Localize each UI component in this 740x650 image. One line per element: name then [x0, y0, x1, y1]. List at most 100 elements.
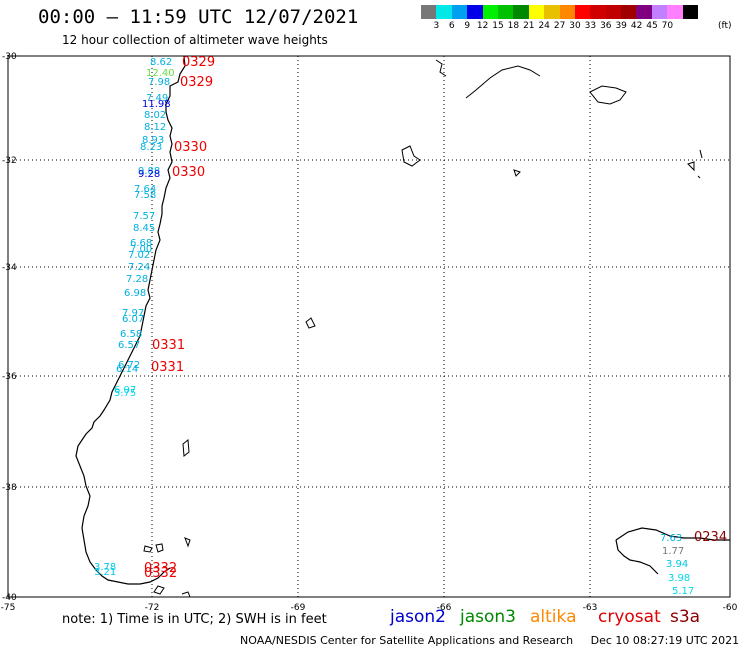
color-scale-tick: 21 [523, 21, 535, 31]
pass-time-label: 0330 [172, 165, 205, 180]
wave-height-label: 3.98 [668, 573, 690, 584]
color-scale-tick: 15 [492, 21, 504, 31]
color-scale-swatch [451, 5, 468, 19]
island [182, 439, 190, 457]
island [184, 537, 191, 548]
wave-height-label: 8.45 [133, 223, 155, 234]
satellite-legend-cryosat: cryosat [598, 607, 661, 627]
color-scale-tick: 33 [584, 21, 597, 31]
pass-time-label: 0332 [144, 561, 177, 576]
color-scale-swatch [682, 5, 699, 19]
color-scale-swatch [436, 5, 452, 19]
wave-height-label: 7.58 [134, 190, 156, 201]
longitude-label: -69 [291, 603, 306, 613]
color-scale-swatch [544, 5, 560, 19]
color-scale-tick: 3 [433, 21, 440, 31]
latitude-label: -36 [2, 372, 17, 382]
latitude-label: -32 [2, 156, 17, 166]
pass-time-label: 0332 [144, 566, 177, 581]
wave-height-label: 6.72 [118, 360, 140, 371]
longitude-label: -72 [145, 603, 160, 613]
wave-height-label: 6.68 [130, 238, 152, 249]
color-scale-tick: 36 [600, 21, 612, 31]
wave-height-label: 6.07 [114, 385, 136, 396]
color-scale-swatch [513, 5, 529, 19]
wave-height-label: 6.98 [124, 288, 146, 299]
longitude-label: -60 [723, 603, 738, 613]
color-scale-tick: 30 [569, 21, 581, 31]
wave-height-label: 7.63 [660, 533, 682, 544]
wave-height-label: 7.49 [146, 93, 168, 104]
lake [697, 175, 701, 179]
pass-time-label: 0234 [694, 530, 727, 545]
wave-height-label: 3.78 [94, 562, 116, 573]
pass-time-label: 0331 [152, 338, 185, 353]
wave-height-label: 6.57 [118, 340, 140, 351]
pass-time-label: 0329 [180, 75, 213, 90]
color-scale-ticks: 3 6 9 12 15 18 21 24 27 30 33 36 39 42 45 70 [421, 21, 740, 33]
wave-height-label: 6.14 [116, 364, 138, 375]
chile-coastline [75, 55, 186, 585]
island [153, 585, 165, 595]
wave-height-label: 7.98 [148, 77, 170, 88]
wave-height-label: 7.64 [134, 184, 156, 195]
color-scale-swatch [636, 5, 652, 19]
lake [513, 169, 521, 177]
wave-height-label: 6.07 [122, 314, 144, 325]
color-scale-swatch [497, 5, 514, 19]
wave-height-label: 1.77 [662, 546, 684, 557]
wave-height-label: 7.97 [122, 308, 144, 319]
latitude-label: -34 [2, 263, 17, 273]
color-scale-swatch [574, 5, 591, 19]
map-frame [7, 55, 731, 598]
wave-height-label: 5.17 [672, 586, 694, 597]
island [143, 545, 153, 553]
wave-height-label: 12.40 [146, 68, 175, 79]
wave-height-label: 8.23 [140, 142, 162, 153]
color-scale-tick: 45 [646, 21, 658, 31]
inland-line [435, 59, 447, 77]
color-scale-tick: 24 [538, 21, 550, 31]
longitude-label: -75 [1, 603, 16, 613]
wave-height-label: 7.28 [126, 274, 148, 285]
color-scale-swatch [559, 5, 575, 19]
color-scale-swatch [421, 5, 437, 19]
color-scale-tick: 9 [464, 21, 471, 31]
color-scale-swatch [482, 5, 498, 19]
footnote: note: 1) Time is in UTC; 2) SWH is in fe… [62, 612, 327, 627]
wave-height-label: 8.12 [144, 122, 166, 133]
wave-height-label: 7.00 [130, 244, 152, 255]
color-scale-unit: (ft) [718, 21, 732, 31]
lake [305, 317, 316, 329]
color-scale-tick: 12 [476, 21, 489, 31]
island [181, 591, 191, 598]
latitude-label: -38 [2, 483, 17, 493]
longitude-label: -63 [583, 603, 598, 613]
color-scale-swatch [528, 5, 545, 19]
satellite-legend-altika: altika [530, 607, 577, 627]
pass-time-label: 0331 [151, 360, 184, 375]
wave-height-label: 5.75 [114, 388, 136, 399]
wave-height-label: 8.93 [142, 135, 164, 146]
island [155, 543, 164, 553]
color-scale-swatch [667, 5, 683, 19]
wave-height-label: 3.21 [94, 567, 116, 578]
color-scale-tick: 70 [661, 21, 674, 31]
argentina-coastline [615, 527, 730, 541]
argentina-coastline-south [615, 539, 659, 575]
wave-height-label: 11.98 [142, 99, 171, 110]
satellite-legend-jason2: jason2 [390, 607, 446, 627]
page-title: 00:00 – 11:59 UTC 12/07/2021 [38, 6, 359, 28]
wave-height-label: 8.62 [150, 57, 172, 68]
color-scale-tick: 39 [615, 21, 627, 31]
wave-height-label: 7.24 [128, 262, 150, 273]
lake-mar-chiquita [589, 85, 627, 105]
color-scale-tick: 18 [507, 21, 520, 31]
wave-height-label: 9.28 [138, 169, 160, 180]
color-scale-tick: 6 [448, 21, 455, 31]
pass-time-label: 0329 [182, 55, 215, 70]
credit-line: NOAA/NESDIS Center for Satellite Applica… [240, 634, 740, 647]
color-scale-tick: 42 [630, 21, 643, 31]
